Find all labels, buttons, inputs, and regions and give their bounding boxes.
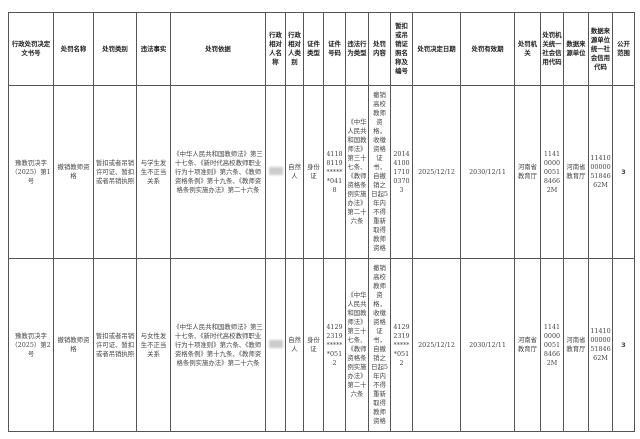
cell-id-type: 身份证 bbox=[303, 258, 324, 432]
column-header: 公开范围 bbox=[612, 12, 635, 86]
cell-authority: 河南省教育厅 bbox=[514, 85, 541, 259]
cell-decision-date: 2025/12/12 bbox=[412, 258, 461, 432]
cell-scope: 3 bbox=[612, 258, 635, 432]
cell-violation-type: 《中华人民共和国教师法》第三十七条、《教师资格条例实施办法》第二十六条 bbox=[345, 258, 369, 432]
cell-authority: 河南省教育厅 bbox=[514, 258, 541, 432]
column-header: 行政相对人名称 bbox=[265, 12, 286, 86]
cell-name: 撤销教师资格 bbox=[53, 85, 94, 259]
cell-source: 河南省教育厅 bbox=[563, 85, 589, 259]
cell-violation-type: 《中华人民共和国教师法》第三十七条、《教师资格条例实施办法》第二十六条 bbox=[345, 85, 369, 259]
column-header: 处罚决定日期 bbox=[412, 12, 461, 86]
cell-party-type: 自然人 bbox=[285, 85, 304, 259]
cell-content: 撤销高校教师资格，收缴资格证书，自撤销之日起5年内不得重新取得教师资格 bbox=[368, 258, 391, 432]
cell-doc-no: 豫教罚决字（2025）第1号 bbox=[8, 85, 54, 259]
column-header: 处罚名称 bbox=[53, 12, 94, 86]
column-header: 证件类型 bbox=[303, 12, 324, 86]
cell-content: 撤销高校教师资格，收缴资格证书，自撤销之日起5年内不得重新取得教师资格 bbox=[368, 85, 391, 259]
redacted-name bbox=[268, 339, 283, 348]
cell-valid-until: 2030/12/11 bbox=[460, 258, 515, 432]
column-header: 处罚有效期 bbox=[460, 12, 515, 86]
cell-valid-until: 2030/12/11 bbox=[460, 85, 515, 259]
cell-party-name bbox=[265, 258, 286, 432]
column-header: 违法事实 bbox=[136, 12, 171, 86]
cell-party-name bbox=[265, 85, 286, 259]
column-header: 处罚内容 bbox=[368, 12, 391, 86]
cell-party-type: 自然人 bbox=[285, 258, 304, 432]
column-header: 处罚机关 bbox=[514, 12, 541, 86]
cell-id-no: 41292319******0512 bbox=[323, 258, 346, 432]
column-header: 违法行为类型 bbox=[345, 12, 369, 86]
cell-scope: 3 bbox=[612, 85, 635, 259]
cell-source-code: 11410000005184662M bbox=[588, 85, 613, 259]
cell-name: 撤销教师资格 bbox=[53, 258, 94, 432]
cell-authority-code: 11410000005184662M bbox=[540, 258, 564, 432]
cell-decision-date: 2025/12/12 bbox=[412, 85, 461, 259]
penalty-table: 行政处罚决定文书号 处罚名称 处罚类别 违法事实 处罚依据 行政相对人名称 行政相对人类别证… bbox=[8, 12, 635, 432]
cell-id-type: 身份证 bbox=[303, 85, 324, 259]
column-header: 处罚机关统一社会信用代码 bbox=[540, 12, 564, 86]
cell-doc-no: 豫教罚决字（2025）第2号 bbox=[8, 258, 54, 432]
column-header: 证件号码 bbox=[323, 12, 346, 86]
cell-source-code: 11410000005184662M bbox=[588, 258, 613, 432]
column-header: 行政相对人类别 bbox=[285, 12, 304, 86]
column-header: 数据来源单位 bbox=[563, 12, 589, 86]
cell-category: 暂扣或者吊销许可证、暂扣或者吊销执照 bbox=[93, 85, 137, 259]
cell-authority-code: 11410000005184662M bbox=[540, 85, 564, 259]
cell-basis: 《中华人民共和国教师法》第三十七条、《新时代高校教师职业行为十项准则》第六条、《… bbox=[170, 258, 266, 432]
column-header: 行政处罚决定文书号 bbox=[8, 12, 54, 86]
table-row: 豫教罚决字（2025）第2号 撤销教师资格 暂扣或者吊销许可证、暂扣或者吊销执照 与女… bbox=[8, 258, 635, 432]
cell-id-no: 41188119******0418 bbox=[323, 85, 346, 259]
column-header: 处罚类别 bbox=[93, 12, 137, 86]
column-header: 暂扣或吊销证照名称及编号 bbox=[390, 12, 413, 86]
cell-category: 暂扣或者吊销许可证、暂扣或者吊销执照 bbox=[93, 258, 137, 432]
header-row: 行政处罚决定文书号 处罚名称 处罚类别 违法事实 处罚依据 行政相对人名称 行政相对人类别证… bbox=[8, 12, 635, 86]
table-row: 豫教罚决字（2025）第1号 撤销教师资格 暂扣或者吊销许可证、暂扣或者吊销执照 与学… bbox=[8, 85, 635, 259]
cell-fact: 与女性发生不正当关系 bbox=[136, 258, 171, 432]
cell-license: 41292319******0512 bbox=[390, 258, 413, 432]
redacted-name bbox=[268, 166, 283, 175]
cell-fact: 与学生发生不正当关系 bbox=[136, 85, 171, 259]
column-header: 数据来源单位统一社会信用代码 bbox=[588, 12, 613, 86]
cell-license: 20144100171003703 bbox=[390, 85, 413, 259]
column-header: 处罚依据 bbox=[170, 12, 266, 86]
cell-source: 河南省教育厅 bbox=[563, 258, 589, 432]
cell-basis: 《中华人民共和国教师法》第三十七条、《新时代高校教师职业行为十项准则》第六条、《… bbox=[170, 85, 266, 259]
